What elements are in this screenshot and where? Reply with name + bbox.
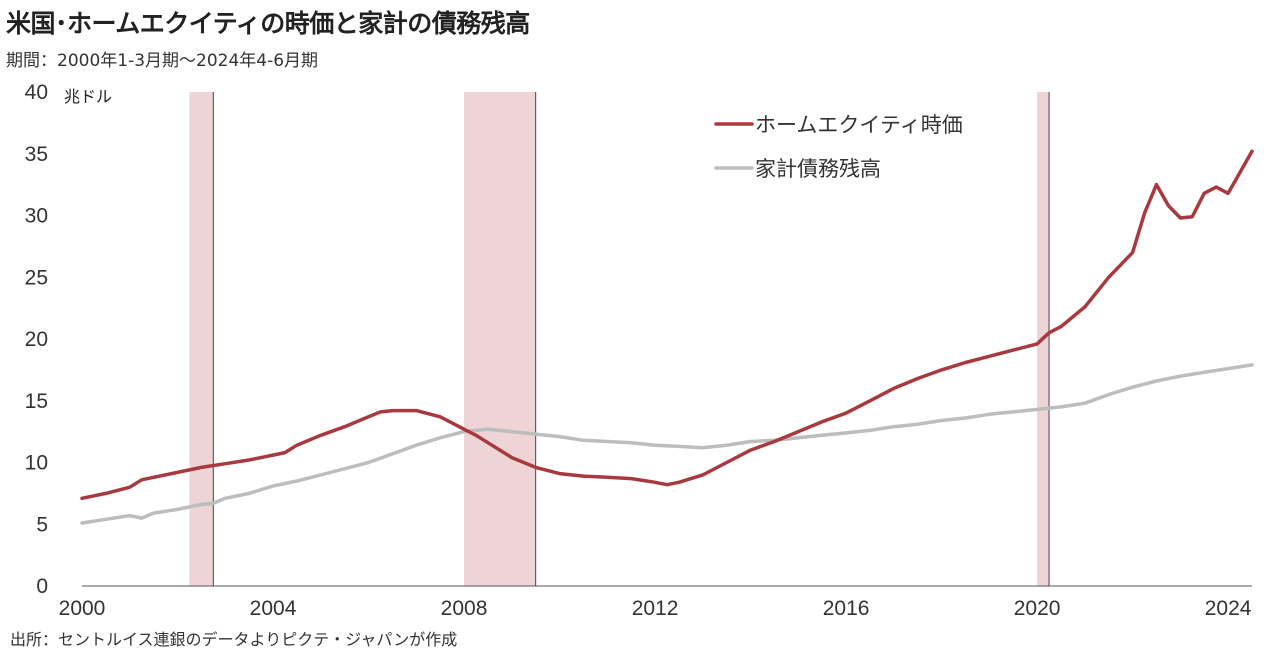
x-tick-label: 2004: [250, 597, 297, 620]
x-tick-label: 2012: [632, 597, 679, 620]
x-axis-ticks: 2000 2004 2008 2012 2016 2020 2024: [59, 597, 1252, 620]
legend-label-1: ホームエクイティ時価: [755, 113, 963, 137]
shaded-period-1: [189, 92, 214, 586]
y-tick-label: 35: [25, 143, 48, 166]
x-tick-label: 2000: [59, 597, 106, 620]
shaded-period-2: [464, 92, 536, 586]
x-tick-label: 2016: [823, 597, 870, 620]
y-tick-label: 10: [25, 452, 48, 475]
y-tick-label: 5: [36, 513, 48, 536]
chart-title: 米国･ホームエクイティの時価と家計の債務残高: [6, 9, 530, 38]
y-tick-label: 25: [25, 266, 48, 289]
y-tick-label: 40: [25, 81, 48, 104]
y-unit-label: 兆ドル: [64, 87, 112, 106]
y-tick-label: 30: [25, 205, 48, 228]
series-line-2: [80, 363, 1254, 525]
x-tick-label: 2020: [1014, 597, 1061, 620]
y-axis-ticks: 0 5 10 15 20 25 30 35 40: [25, 81, 48, 598]
y-tick-label: 15: [25, 390, 48, 413]
x-tick-label: 2024: [1205, 597, 1252, 620]
y-tick-label: 0: [36, 575, 48, 598]
chart-subtitle: 期間：2000年1-3月期～2024年4-6月期: [6, 51, 319, 71]
legend-label-2: 家計債務残高: [755, 157, 881, 181]
source-note: 出所：セントルイス連銀のデータよりピクテ・ジャパンが作成: [10, 630, 458, 649]
x-tick-label: 2008: [441, 597, 488, 620]
y-tick-label: 20: [25, 328, 48, 351]
series-line-1: [80, 149, 1254, 501]
series-lines: [80, 149, 1254, 525]
recession-shading: [189, 92, 1050, 586]
